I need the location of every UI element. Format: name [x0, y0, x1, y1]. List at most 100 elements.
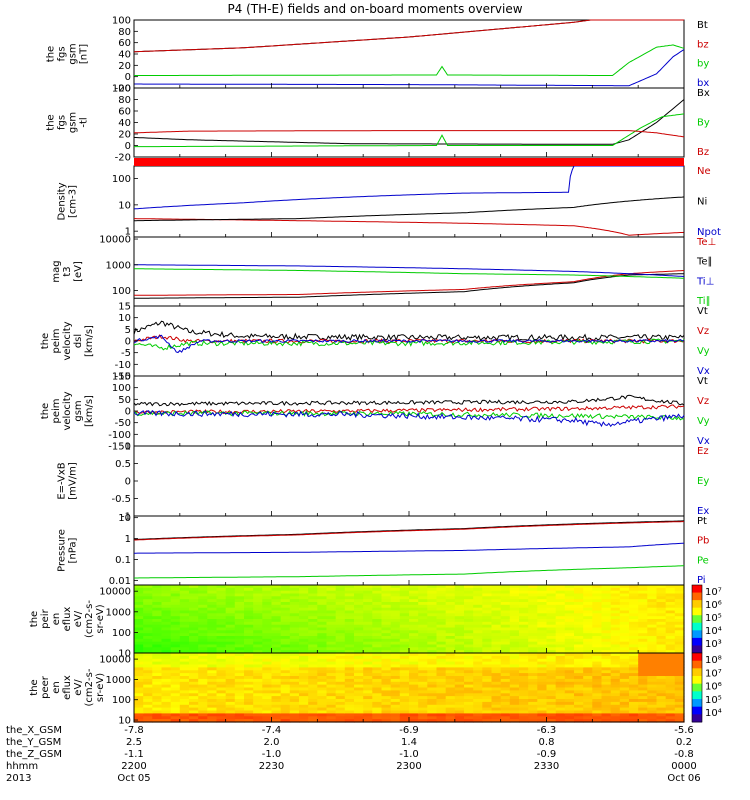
spectrogram-cell [418, 676, 428, 680]
spectrogram-cell [500, 687, 511, 691]
spectrogram-cell [473, 704, 483, 709]
y-axis-label: (cm2-s- [84, 600, 95, 638]
spectrogram-cell [363, 593, 373, 597]
spectrogram-cell [308, 684, 318, 689]
spectrogram-cell [207, 607, 218, 612]
spectrogram-cell [509, 624, 520, 629]
spectrogram-cell [629, 596, 639, 600]
spectrogram-cell [271, 616, 282, 620]
spectrogram-cell [326, 607, 337, 612]
spectrogram-cell [289, 593, 300, 597]
spectrogram-cell [317, 701, 328, 706]
spectrogram-cell [674, 641, 685, 646]
spectrogram-cell [344, 644, 355, 648]
spectrogram-cell [418, 699, 428, 703]
spectrogram-cell [161, 627, 172, 631]
spectrogram-cell [537, 599, 548, 603]
series-peim_gsm-0 [133, 394, 685, 407]
spectrogram-cell [216, 647, 227, 651]
spectrogram-cell [161, 593, 172, 597]
spectrogram-cell [537, 585, 548, 589]
spectrogram-cell [354, 585, 364, 589]
spectrogram-cell [564, 650, 575, 654]
spectrogram-cell [647, 707, 658, 712]
spectrogram-cell [134, 699, 144, 703]
spectrogram-cell [665, 681, 676, 686]
spectrogram-cell [216, 607, 227, 612]
series-fgs_gsm-2 [134, 44, 685, 76]
spectrogram-cell [216, 713, 227, 717]
spectrogram-cell [564, 613, 575, 617]
spectrogram-cell [564, 593, 575, 597]
spectrogram-cell [592, 610, 603, 614]
spectrogram-cell [528, 664, 538, 668]
spectrogram-cell [253, 596, 263, 600]
spectrogram-cell [409, 710, 419, 714]
spectrogram-cell [152, 613, 163, 617]
spectrogram-cell [390, 607, 401, 612]
spectrogram-cell [317, 716, 328, 720]
spectrogram-cell [271, 661, 282, 666]
spectrogram-cell [436, 667, 447, 671]
spectrogram-cell [244, 690, 254, 694]
spectrogram-cell [207, 655, 218, 660]
spectrogram-cell [665, 616, 676, 620]
spectrogram-cell [464, 664, 474, 668]
spectrogram-cell [665, 644, 676, 648]
spectrogram-cell [161, 644, 172, 648]
spectrogram-cell [354, 613, 364, 617]
colorbar-swatch [692, 676, 702, 685]
spectrogram-cell [509, 613, 520, 617]
spectrogram-cell [189, 621, 199, 626]
spectrogram-cell [619, 693, 630, 697]
spectrogram-cell [207, 636, 218, 640]
spectrogram-cell [381, 707, 392, 712]
spectrogram-cell [500, 673, 511, 677]
y-axis-label: [km/s] [84, 325, 95, 357]
spectrogram-cell [564, 627, 575, 631]
spectrogram-cell [464, 610, 474, 614]
spectrogram-cell [399, 630, 410, 634]
spectrogram-cell [271, 590, 282, 595]
spectrogram-cell [143, 647, 153, 651]
spectrogram-cell [189, 644, 199, 648]
spectrogram-cell [289, 630, 300, 634]
spectrogram-cell [234, 716, 245, 720]
spectrogram-cell [409, 616, 419, 620]
legend-label: by [697, 59, 709, 70]
y-tick-label: -1 [121, 512, 131, 523]
spectrogram-cell [344, 687, 355, 691]
spectrogram-cell [491, 704, 502, 709]
spectrogram-cell [244, 590, 254, 595]
series-peim_dsl-3 [133, 334, 684, 354]
spectrogram-cell [491, 636, 502, 640]
spectrogram-cell [592, 604, 603, 609]
spectrogram-cell [519, 599, 529, 603]
spectrogram-cell [170, 593, 181, 597]
spectrogram-cell [299, 653, 309, 657]
spectrogram-cell [656, 676, 667, 680]
spectrogram-cell [280, 696, 291, 700]
spectrogram-cell [170, 599, 181, 603]
spectrogram-cell [656, 707, 667, 712]
spectrogram-cell [253, 616, 263, 620]
spectrogram-cell [179, 604, 190, 609]
spectrogram-cell [354, 701, 364, 706]
spectrogram-cell [134, 676, 144, 680]
spectrogram-cell [601, 693, 612, 697]
spectrogram-cell [418, 655, 428, 660]
time-value: -7.4 [262, 725, 282, 736]
y-axis-label: peim [51, 398, 62, 423]
spectrogram-cell [344, 707, 355, 712]
spectrogram-cell [189, 638, 199, 643]
spectrogram-cell [555, 661, 566, 666]
spectrogram-cell [418, 716, 428, 720]
spectrogram-cell [335, 664, 346, 668]
spectrogram-cell [665, 693, 676, 697]
y-tick-label: 20 [118, 130, 131, 141]
spectrogram-cell [564, 636, 575, 640]
spectrogram-cell [170, 636, 181, 640]
legend-label: Ne [697, 166, 711, 177]
